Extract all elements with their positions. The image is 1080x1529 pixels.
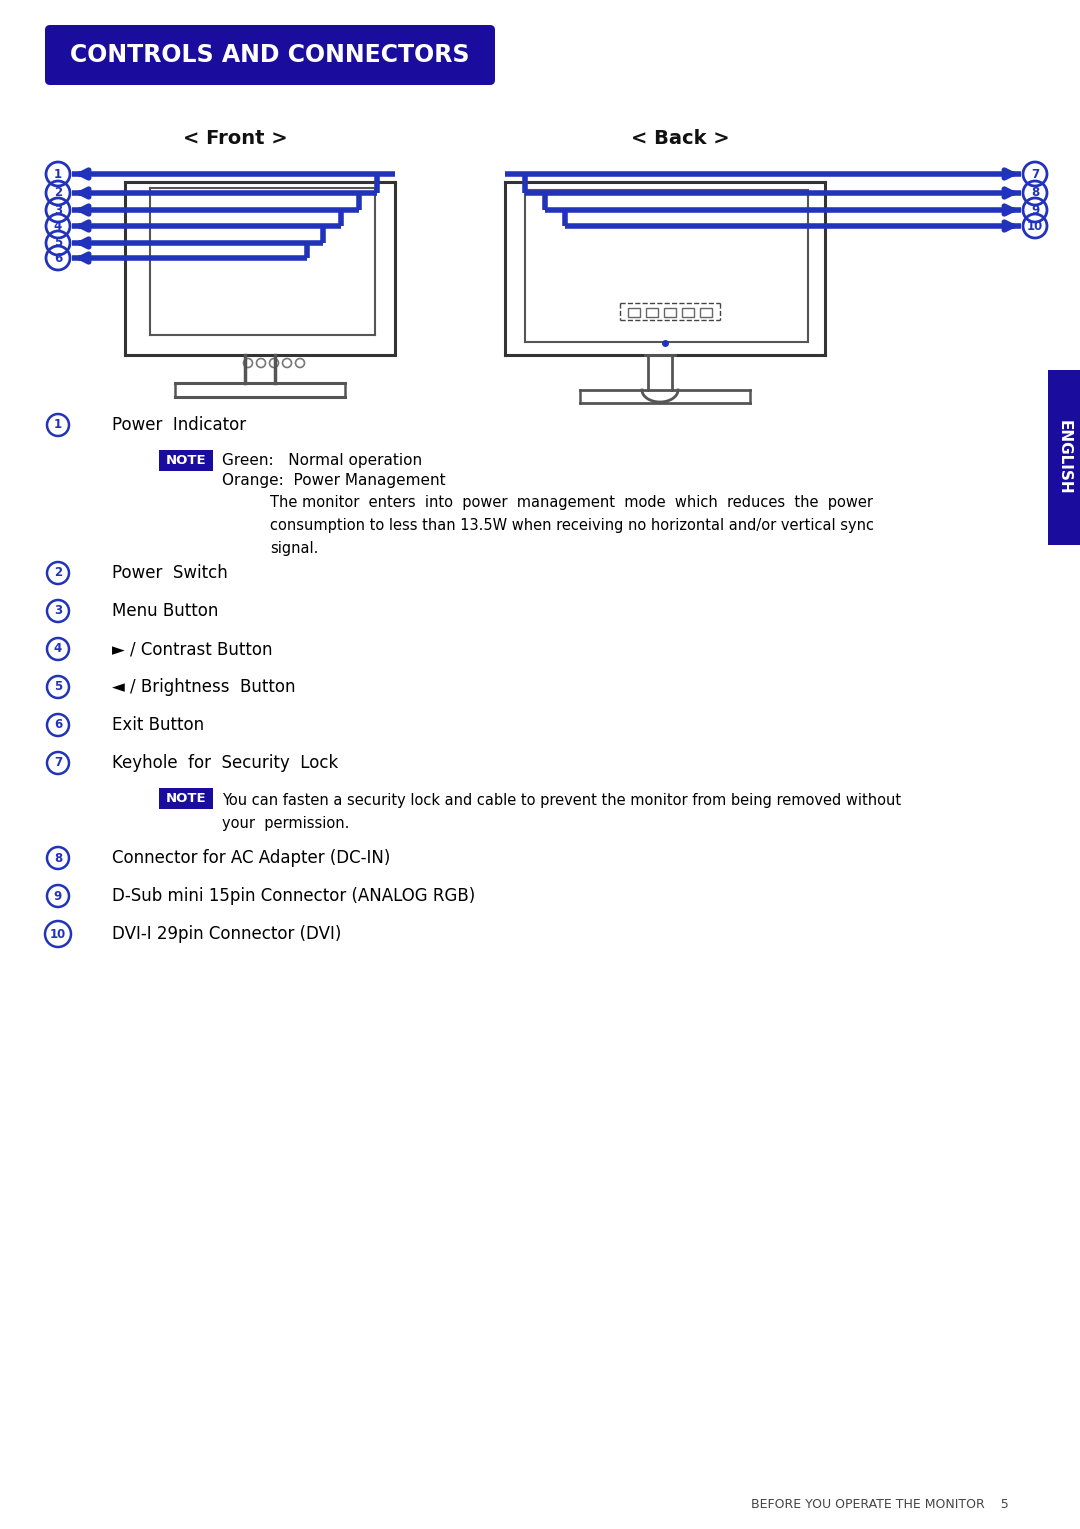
Text: NOTE: NOTE [165, 792, 206, 804]
Text: < Back >: < Back > [631, 128, 729, 147]
FancyBboxPatch shape [159, 450, 213, 471]
Bar [681, 307, 694, 317]
FancyBboxPatch shape [1048, 370, 1080, 544]
Text: NOTE: NOTE [165, 454, 206, 466]
Text: 8: 8 [54, 852, 63, 864]
Text: Power  Switch: Power Switch [112, 564, 228, 583]
Text: Green:   Normal operation: Green: Normal operation [222, 453, 422, 468]
Bar [646, 307, 658, 317]
Text: 7: 7 [1031, 168, 1039, 180]
Text: CONTROLS AND CONNECTORS: CONTROLS AND CONNECTORS [70, 43, 470, 67]
Text: You can fasten a security lock and cable to prevent the monitor from being remov: You can fasten a security lock and cable… [222, 794, 901, 830]
Text: 1: 1 [54, 168, 62, 180]
Text: D-Sub mini 15pin Connector (ANALOG RGB): D-Sub mini 15pin Connector (ANALOG RGB) [112, 887, 475, 905]
Text: 4: 4 [54, 642, 63, 656]
Text: Connector for AC Adapter (DC-IN): Connector for AC Adapter (DC-IN) [112, 849, 390, 867]
Text: DVI-I 29pin Connector (DVI): DVI-I 29pin Connector (DVI) [112, 925, 341, 943]
Bar [700, 307, 712, 317]
Text: ◄ / Brightness  Button: ◄ / Brightness Button [112, 677, 296, 696]
Text: 1: 1 [54, 419, 62, 431]
Text: The monitor  enters  into  power  management  mode  which  reduces  the  power
c: The monitor enters into power management… [270, 495, 874, 555]
Text: Menu Button: Menu Button [112, 602, 218, 619]
Text: 3: 3 [54, 203, 62, 217]
Text: 10: 10 [50, 928, 66, 940]
Text: 8: 8 [1031, 187, 1039, 199]
Text: 5: 5 [54, 237, 63, 249]
Text: Exit Button: Exit Button [112, 716, 204, 734]
Bar [664, 307, 676, 317]
Text: 2: 2 [54, 187, 62, 199]
Text: < Front >: < Front > [183, 128, 287, 147]
Text: Orange:  Power Management: Orange: Power Management [222, 472, 446, 488]
Text: Keyhole  for  Security  Lock: Keyhole for Security Lock [112, 754, 338, 772]
Text: 10: 10 [1027, 220, 1043, 232]
Text: 2: 2 [54, 567, 62, 579]
Text: 9: 9 [54, 890, 63, 902]
Text: BEFORE YOU OPERATE THE MONITOR    5: BEFORE YOU OPERATE THE MONITOR 5 [751, 1498, 1009, 1512]
FancyBboxPatch shape [159, 787, 213, 809]
FancyBboxPatch shape [45, 24, 495, 86]
Text: 9: 9 [1031, 203, 1039, 217]
Text: 6: 6 [54, 719, 63, 731]
Text: 7: 7 [54, 757, 62, 769]
Text: 5: 5 [54, 680, 63, 694]
Text: ENGLISH: ENGLISH [1056, 420, 1071, 495]
Bar [627, 307, 640, 317]
Text: 4: 4 [54, 220, 63, 232]
Text: 3: 3 [54, 604, 62, 618]
Text: Power  Indicator: Power Indicator [112, 416, 246, 434]
Text: ► / Contrast Button: ► / Contrast Button [112, 641, 272, 657]
Text: 6: 6 [54, 251, 63, 265]
